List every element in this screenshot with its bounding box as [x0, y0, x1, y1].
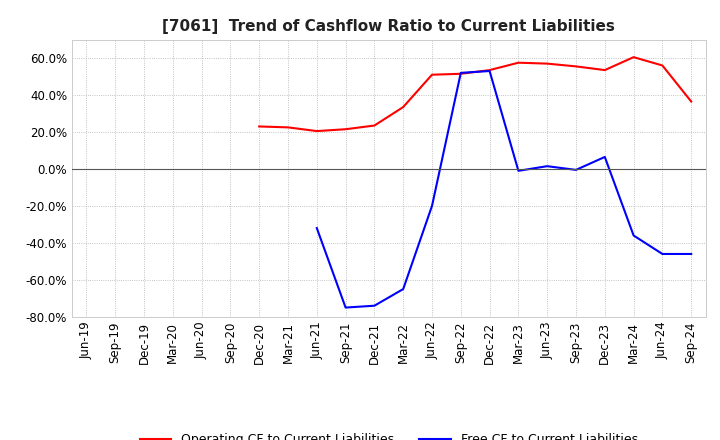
Free CF to Current Liabilities	[399, 286, 408, 292]
Free CF to Current Liabilities	[687, 251, 696, 257]
Operating CF to Current Liabilities	[428, 72, 436, 77]
Free CF to Current Liabilities	[658, 251, 667, 257]
Operating CF to Current Liabilities	[543, 61, 552, 66]
Operating CF to Current Liabilities	[284, 125, 292, 130]
Operating CF to Current Liabilities	[485, 67, 494, 73]
Free CF to Current Liabilities	[312, 225, 321, 231]
Operating CF to Current Liabilities	[370, 123, 379, 128]
Legend: Operating CF to Current Liabilities, Free CF to Current Liabilities: Operating CF to Current Liabilities, Fre…	[135, 429, 643, 440]
Operating CF to Current Liabilities	[687, 99, 696, 104]
Operating CF to Current Liabilities	[600, 67, 609, 73]
Operating CF to Current Liabilities	[629, 55, 638, 60]
Operating CF to Current Liabilities	[572, 64, 580, 69]
Free CF to Current Liabilities	[341, 305, 350, 310]
Line: Operating CF to Current Liabilities: Operating CF to Current Liabilities	[259, 57, 691, 131]
Operating CF to Current Liabilities	[399, 104, 408, 110]
Operating CF to Current Liabilities	[514, 60, 523, 65]
Free CF to Current Liabilities	[543, 164, 552, 169]
Operating CF to Current Liabilities	[312, 128, 321, 134]
Free CF to Current Liabilities	[514, 168, 523, 173]
Operating CF to Current Liabilities	[456, 71, 465, 77]
Free CF to Current Liabilities	[572, 167, 580, 172]
Free CF to Current Liabilities	[629, 233, 638, 238]
Operating CF to Current Liabilities	[658, 63, 667, 68]
Line: Free CF to Current Liabilities: Free CF to Current Liabilities	[317, 71, 691, 308]
Free CF to Current Liabilities	[600, 154, 609, 160]
Free CF to Current Liabilities	[485, 68, 494, 73]
Free CF to Current Liabilities	[428, 203, 436, 209]
Title: [7061]  Trend of Cashflow Ratio to Current Liabilities: [7061] Trend of Cashflow Ratio to Curren…	[163, 19, 615, 34]
Operating CF to Current Liabilities	[341, 127, 350, 132]
Free CF to Current Liabilities	[456, 70, 465, 76]
Operating CF to Current Liabilities	[255, 124, 264, 129]
Free CF to Current Liabilities	[370, 303, 379, 308]
